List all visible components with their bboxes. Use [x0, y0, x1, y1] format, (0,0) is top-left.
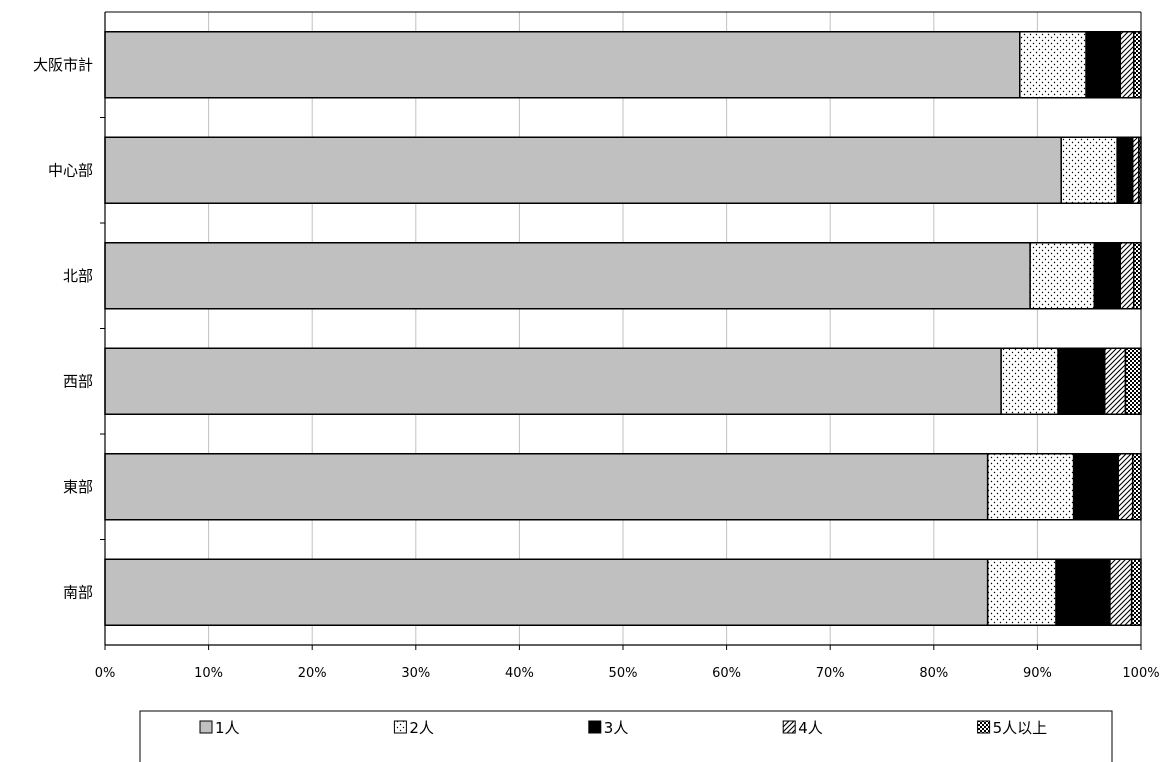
- x-tick-label: 40%: [505, 666, 534, 681]
- x-tick-label: 90%: [1023, 666, 1052, 681]
- legend-label-3: 3人: [604, 719, 629, 737]
- bar-segment-1: [104, 347, 1002, 415]
- bar-segment-2: [986, 558, 1057, 626]
- bar-segment-2: [1019, 31, 1087, 99]
- x-tick-label: 0%: [95, 666, 116, 681]
- category-label: 中心部: [48, 161, 93, 179]
- bar-segment-4: [1117, 453, 1134, 521]
- x-tick-label: 10%: [194, 666, 223, 681]
- x-tick-label: 80%: [919, 666, 948, 681]
- x-tick-label: 100%: [1122, 666, 1159, 681]
- legend-swatch-3: [588, 720, 602, 734]
- bar-segment-4: [1119, 242, 1135, 310]
- bar-segment-3: [1116, 136, 1134, 204]
- x-tick-label: 20%: [298, 666, 327, 681]
- legend: 1人 2人 3人 4人 5人以上: [139, 710, 1113, 762]
- legend-swatch-1: [199, 720, 213, 734]
- bar-segment-1: [104, 31, 1021, 99]
- bar-segment-3: [1072, 453, 1119, 521]
- x-tick-label: 50%: [609, 666, 638, 681]
- bar-segment-4: [1103, 347, 1127, 415]
- bar-segment-4: [1109, 558, 1133, 626]
- bar-segment-5: [1131, 453, 1142, 521]
- bar-segment-5: [1132, 31, 1142, 99]
- bar-segment-2: [1000, 347, 1059, 415]
- legend-label-1: 1人: [215, 719, 240, 737]
- category-label: 西部: [63, 372, 93, 390]
- category-label: 東部: [63, 478, 93, 496]
- category-label: 北部: [63, 267, 93, 285]
- legend-swatch-4: [782, 720, 796, 734]
- bar-segment-4: [1119, 31, 1135, 99]
- bar-segment-5: [1124, 347, 1142, 415]
- legend-label-2: 2人: [409, 719, 434, 737]
- bar-segment-2: [1029, 242, 1096, 310]
- category-label: 南部: [63, 583, 93, 601]
- category-label: 大阪市計: [33, 56, 93, 74]
- x-tick-label: 60%: [712, 666, 741, 681]
- bar-segment-1: [104, 453, 989, 521]
- bar-segment-3: [1057, 347, 1106, 415]
- legend-swatch-2: [393, 720, 407, 734]
- bar-segment-2: [986, 453, 1075, 521]
- bar-segment-5: [1132, 242, 1142, 310]
- legend-box: [139, 710, 1113, 762]
- bar-segment-4: [1131, 136, 1140, 204]
- bar-segment-1: [104, 242, 1031, 310]
- bar-segment-3: [1085, 31, 1122, 99]
- bar-segment-3: [1055, 558, 1111, 626]
- bar-segment-5: [1130, 558, 1142, 626]
- legend-label-5: 5人以上: [993, 719, 1048, 737]
- legend-swatch-5: [977, 720, 991, 734]
- bar-segment-3: [1093, 242, 1122, 310]
- x-tick-label: 30%: [401, 666, 430, 681]
- bar-segment-1: [104, 136, 1062, 204]
- bar-segment-1: [104, 558, 989, 626]
- x-tick-label: 70%: [816, 666, 845, 681]
- legend-label-4: 4人: [798, 719, 823, 737]
- bar-segment-2: [1060, 136, 1118, 204]
